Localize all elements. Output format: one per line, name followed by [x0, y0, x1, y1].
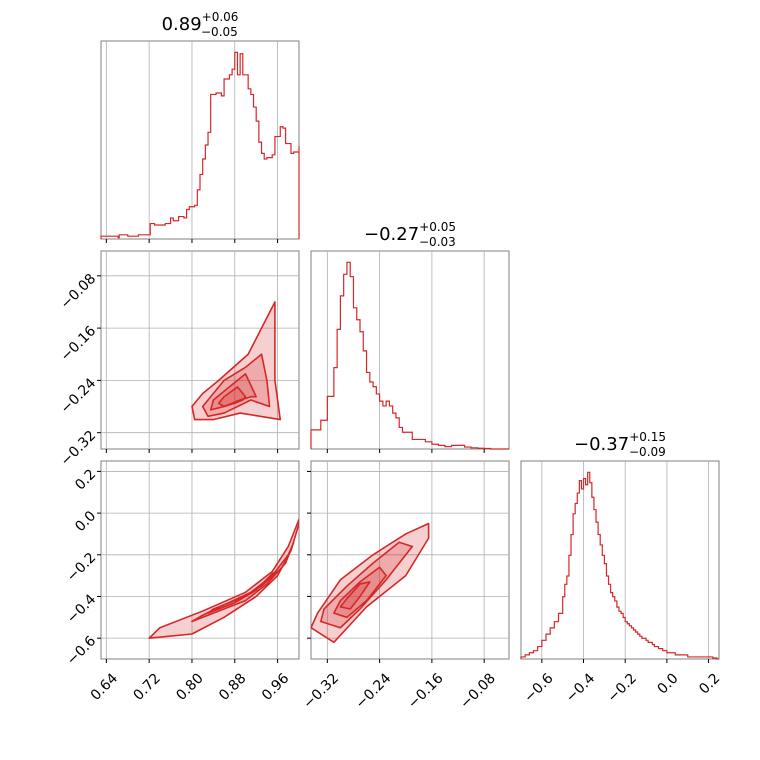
gridlines-0-0 — [105, 41, 278, 239]
histogram-param-0 — [100, 51, 300, 239]
contour-level-2 — [207, 570, 279, 614]
panel-hist-1 — [310, 250, 510, 453]
contour-level-3 — [217, 386, 247, 408]
contour-level-0 — [191, 301, 282, 421]
tick-label-x: 0.72 — [131, 670, 164, 703]
tick-label-x: −0.4 — [563, 670, 598, 705]
gridlines-1-0 — [101, 251, 299, 449]
gridlines-1-1 — [326, 251, 485, 449]
axis-ticks-2-1: −0.32 −0.24 −0.16 −0.08 — [300, 470, 499, 712]
title-minus-0: −0.05 — [201, 25, 238, 39]
tick-label-x: 0.2 — [696, 670, 723, 697]
panel-scatter-1-0: −0.32 −0.24 −0.16 −0.08 — [58, 250, 300, 470]
histogram-param-2 — [520, 471, 719, 660]
tick-label-y: −0.08 — [58, 271, 100, 313]
tick-label-x: −0.24 — [353, 670, 395, 712]
tick-label-y: −0.32 — [58, 428, 100, 470]
contour-level-1 — [320, 541, 414, 629]
gridlines-2-0 — [101, 461, 299, 659]
panel-scatter-2-0: 0.64 0.72 0.80 0.88 0.96 −0.6 −0.4 −0.2 0.0 0.2 — [64, 460, 300, 704]
title-plus-0: +0.06 — [202, 10, 239, 24]
contours-2-1 — [311, 522, 430, 644]
tick-label-x: −0.16 — [405, 670, 447, 712]
contours-2-0 — [148, 518, 299, 639]
tick-label-x: 0.96 — [259, 670, 292, 703]
title-minus-2: −0.09 — [629, 445, 666, 459]
tick-label-y: −0.16 — [58, 323, 100, 365]
tick-label-y: −0.2 — [64, 550, 99, 585]
title-param-0: 0.89+0.06 — [162, 10, 239, 35]
panel-scatter-2-1: −0.32 −0.24 −0.16 −0.08 — [300, 460, 510, 712]
contours-1-0 — [191, 301, 282, 421]
tick-label-x: −0.2 — [605, 670, 640, 705]
title-median-0: 0.89 — [162, 14, 202, 35]
tick-label-x: −0.08 — [457, 670, 499, 712]
contour-level-0 — [148, 518, 299, 639]
panel-hist-0 — [100, 40, 300, 243]
tick-label-y: −0.6 — [64, 633, 99, 668]
axis-ticks-1-1 — [326, 449, 485, 453]
title-median-1: −0.27 — [364, 224, 419, 245]
tick-label-x: 0.64 — [88, 670, 121, 703]
axis-ticks-2-2: −0.6 −0.4 −0.2 0.0 0.2 — [521, 659, 723, 706]
contour-level-3 — [339, 581, 371, 610]
tick-label-y: 0.2 — [72, 466, 99, 493]
contour-level-1 — [201, 353, 271, 418]
title-param-2: −0.37+0.15 — [574, 430, 666, 455]
title-plus-1: +0.05 — [419, 220, 456, 234]
tick-label-y: 0.0 — [72, 508, 99, 535]
title-median-2: −0.37 — [574, 434, 629, 455]
title-minus-1: −0.03 — [419, 235, 456, 249]
tick-label-y: −0.24 — [58, 375, 100, 417]
contour-level-2 — [209, 373, 257, 411]
tick-label-x: −0.6 — [521, 670, 556, 705]
tick-label-y: −0.4 — [64, 591, 99, 626]
tick-label-x: 0.80 — [173, 670, 206, 703]
tick-label-x: 0.0 — [655, 670, 682, 697]
contour-level-2 — [333, 566, 387, 619]
title-param-1: −0.27+0.05 — [364, 220, 456, 245]
histogram-param-1 — [310, 261, 509, 450]
axis-ticks-0-0 — [105, 239, 279, 243]
tick-label-x: 0.88 — [216, 670, 249, 703]
gridlines-2-2 — [541, 461, 709, 659]
title-plus-2: +0.15 — [629, 430, 666, 444]
tick-label-x: −0.32 — [300, 670, 342, 712]
panel-hist-2: −0.6 −0.4 −0.2 0.0 0.2 — [520, 460, 723, 706]
